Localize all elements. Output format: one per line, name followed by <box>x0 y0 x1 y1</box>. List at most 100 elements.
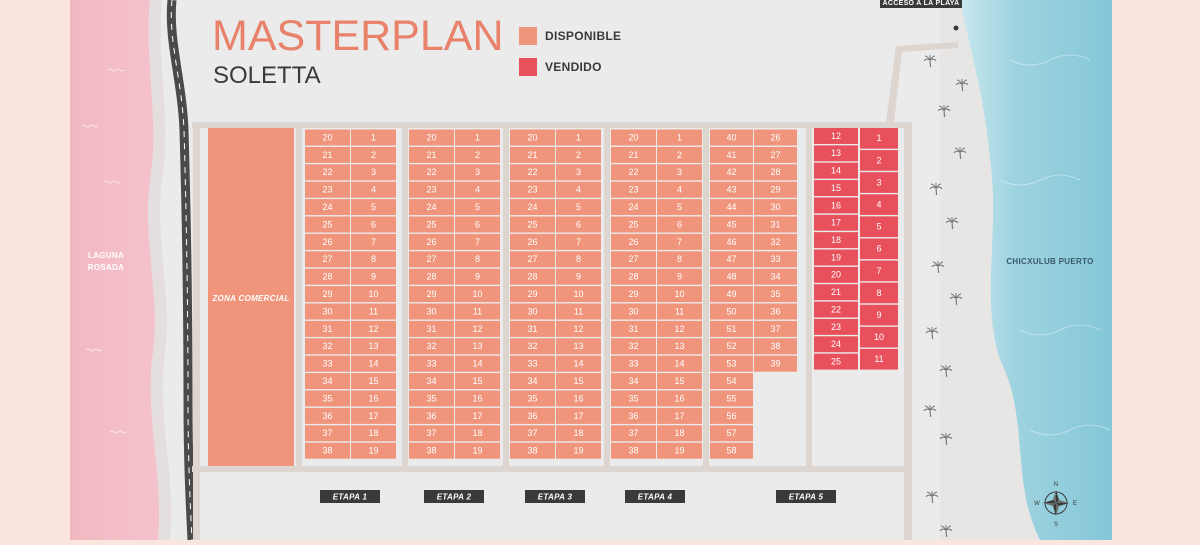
lot-shape[interactable] <box>611 425 656 442</box>
lot[interactable]: 36 <box>611 407 656 424</box>
etapa-label[interactable]: ETAPA 5 <box>776 490 836 503</box>
lot[interactable]: 58 <box>710 442 753 459</box>
lot[interactable]: 12 <box>657 320 702 337</box>
lot[interactable]: 2 <box>556 146 601 163</box>
lot-shape[interactable] <box>409 373 454 390</box>
lot[interactable]: 54 <box>710 373 753 390</box>
lot[interactable]: 33 <box>510 355 555 372</box>
lot-shape[interactable] <box>351 199 396 216</box>
etapa-badge[interactable] <box>525 490 585 503</box>
lot-shape[interactable] <box>657 355 702 372</box>
lot[interactable]: 11 <box>351 303 396 320</box>
lot[interactable]: 47 <box>710 251 753 268</box>
lot-shape[interactable] <box>305 407 350 424</box>
lot-shape[interactable] <box>611 286 656 303</box>
lot-shape[interactable] <box>710 251 753 268</box>
lot-shape[interactable] <box>611 320 656 337</box>
lot[interactable]: 8 <box>860 282 898 304</box>
lot-shape[interactable] <box>657 373 702 390</box>
lot[interactable]: 26 <box>611 233 656 250</box>
lot-shape[interactable] <box>351 442 396 459</box>
lot-shape[interactable] <box>510 407 555 424</box>
lot-shape[interactable] <box>710 164 753 181</box>
lot[interactable]: 32 <box>409 338 454 355</box>
lot-shape[interactable] <box>814 336 858 353</box>
lot-shape[interactable] <box>409 286 454 303</box>
lot[interactable]: 21 <box>409 146 454 163</box>
lot-shape[interactable] <box>305 320 350 337</box>
lot[interactable]: 18 <box>455 425 500 442</box>
lot-shape[interactable] <box>510 216 555 233</box>
lot-shape[interactable] <box>710 407 753 424</box>
lot-shape[interactable] <box>305 164 350 181</box>
lot[interactable]: 4 <box>860 194 898 215</box>
lot[interactable]: 15 <box>556 373 601 390</box>
lot[interactable]: 20 <box>814 266 858 283</box>
lot[interactable]: 16 <box>351 390 396 407</box>
lot-shape[interactable] <box>814 301 858 318</box>
lot[interactable]: 22 <box>611 164 656 181</box>
lot-shape[interactable] <box>556 181 601 198</box>
lot-shape[interactable] <box>710 425 753 442</box>
lot-shape[interactable] <box>754 146 797 163</box>
lot[interactable]: 23 <box>305 181 350 198</box>
lot[interactable]: 25 <box>305 216 350 233</box>
lot[interactable]: 25 <box>611 216 656 233</box>
lot[interactable]: 1 <box>860 128 898 149</box>
lot[interactable]: 14 <box>814 162 858 179</box>
lot[interactable]: 56 <box>710 407 753 424</box>
lot[interactable]: 31 <box>754 216 797 233</box>
lot-shape[interactable] <box>611 146 656 163</box>
lot[interactable]: 18 <box>814 232 858 249</box>
lot[interactable]: 28 <box>510 268 555 285</box>
lot[interactable]: 11 <box>860 348 898 370</box>
lot[interactable]: 42 <box>710 164 753 181</box>
lot[interactable]: 21 <box>305 146 350 163</box>
lot[interactable]: 36 <box>754 303 797 320</box>
lot-shape[interactable] <box>710 268 753 285</box>
lot[interactable]: 1 <box>556 129 601 146</box>
lot[interactable]: 28 <box>305 268 350 285</box>
lot[interactable]: 19 <box>657 442 702 459</box>
lot[interactable]: 14 <box>351 355 396 372</box>
lot-shape[interactable] <box>409 425 454 442</box>
lot-shape[interactable] <box>754 216 797 233</box>
lot-shape[interactable] <box>351 181 396 198</box>
zona-comercial[interactable] <box>208 128 294 466</box>
lot-shape[interactable] <box>455 286 500 303</box>
lot-shape[interactable] <box>860 150 898 171</box>
lot[interactable]: 19 <box>814 249 858 266</box>
lot[interactable]: 34 <box>305 373 350 390</box>
lot-shape[interactable] <box>860 194 898 215</box>
lot-shape[interactable] <box>409 129 454 146</box>
lot-shape[interactable] <box>305 442 350 459</box>
lot[interactable]: 53 <box>710 355 753 372</box>
lot[interactable]: 25 <box>409 216 454 233</box>
lot-shape[interactable] <box>556 251 601 268</box>
lot-shape[interactable] <box>814 145 858 162</box>
lot-shape[interactable] <box>611 164 656 181</box>
lot-shape[interactable] <box>754 338 797 355</box>
lot[interactable]: 5 <box>455 199 500 216</box>
lot[interactable]: 19 <box>556 442 601 459</box>
lot-shape[interactable] <box>710 390 753 407</box>
lot-shape[interactable] <box>556 373 601 390</box>
lot[interactable]: 28 <box>611 268 656 285</box>
lot[interactable]: 15 <box>351 373 396 390</box>
lot[interactable]: 36 <box>409 407 454 424</box>
lot[interactable]: 57 <box>710 425 753 442</box>
lot-shape[interactable] <box>351 355 396 372</box>
lot-shape[interactable] <box>305 129 350 146</box>
lot[interactable]: 1 <box>657 129 702 146</box>
lot-shape[interactable] <box>409 303 454 320</box>
lot-shape[interactable] <box>351 303 396 320</box>
lot-shape[interactable] <box>710 303 753 320</box>
lot[interactable]: 49 <box>710 286 753 303</box>
lot[interactable]: 3 <box>860 172 898 193</box>
lot-shape[interactable] <box>814 232 858 249</box>
etapa-badge[interactable] <box>625 490 685 503</box>
lot-shape[interactable] <box>657 164 702 181</box>
lot[interactable]: 24 <box>611 199 656 216</box>
lot-shape[interactable] <box>611 199 656 216</box>
lot-shape[interactable] <box>305 373 350 390</box>
